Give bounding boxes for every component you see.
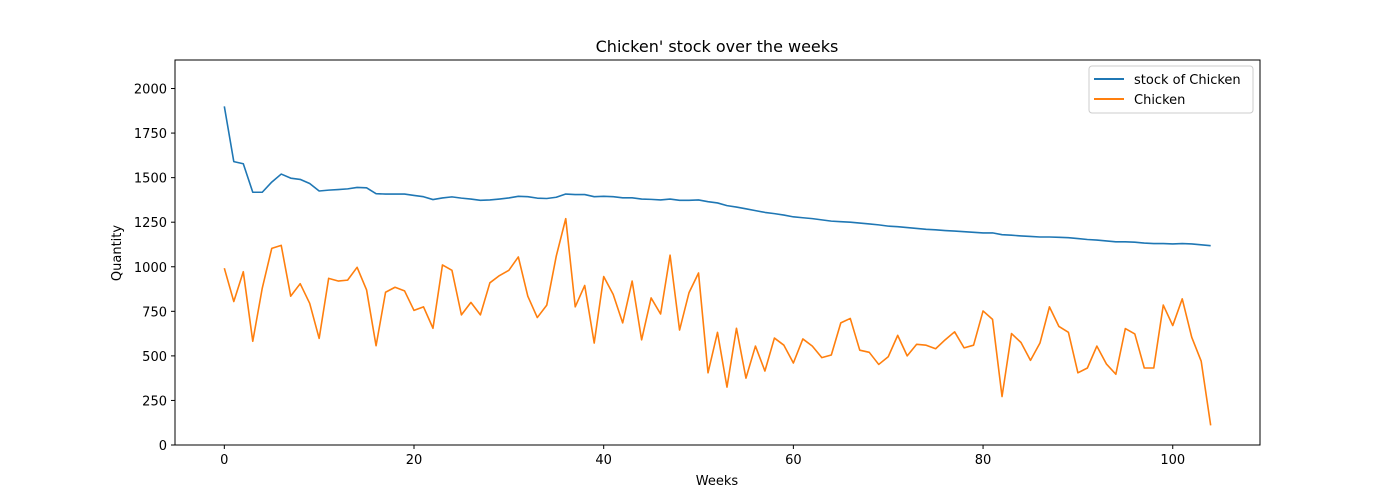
series-line-chicken bbox=[223, 217, 1212, 426]
x-tick-label: 100 bbox=[1160, 453, 1185, 468]
y-tick-label: 1750 bbox=[134, 127, 167, 142]
y-tick-label: 0 bbox=[159, 439, 167, 454]
y-tick-label: 1250 bbox=[134, 216, 167, 231]
y-axis-title: Quantity bbox=[110, 225, 125, 281]
x-tick-label: 40 bbox=[595, 453, 612, 468]
axes-frame bbox=[174, 59, 1261, 446]
y-tick-label: 2000 bbox=[134, 83, 167, 98]
legend-label-stock-of-chicken: stock of Chicken bbox=[1134, 73, 1241, 88]
y-tick-label: 500 bbox=[142, 350, 167, 365]
x-tick-label: 80 bbox=[975, 453, 992, 468]
x-tick-label: 0 bbox=[220, 453, 228, 468]
plot-area: 0 20 40 60 80 1000250500750100012501500175020… bbox=[134, 59, 1261, 468]
x-tick-label: 20 bbox=[406, 453, 423, 468]
x-tick-label: 60 bbox=[785, 453, 802, 468]
legend: stock of Chicken Chicken bbox=[1088, 65, 1254, 114]
y-tick-label: 750 bbox=[142, 305, 167, 320]
series-line-stock-of-chicken bbox=[223, 106, 1211, 247]
y-tick-label: 1500 bbox=[134, 172, 167, 187]
x-axis-title: Weeks bbox=[696, 474, 739, 489]
y-tick-label: 250 bbox=[142, 394, 167, 409]
legend-frame bbox=[1088, 65, 1254, 114]
chart-title: Chicken' stock over the weeks bbox=[596, 37, 839, 56]
legend-label-chicken: Chicken bbox=[1134, 93, 1185, 108]
y-tick-label: 1000 bbox=[134, 261, 167, 276]
